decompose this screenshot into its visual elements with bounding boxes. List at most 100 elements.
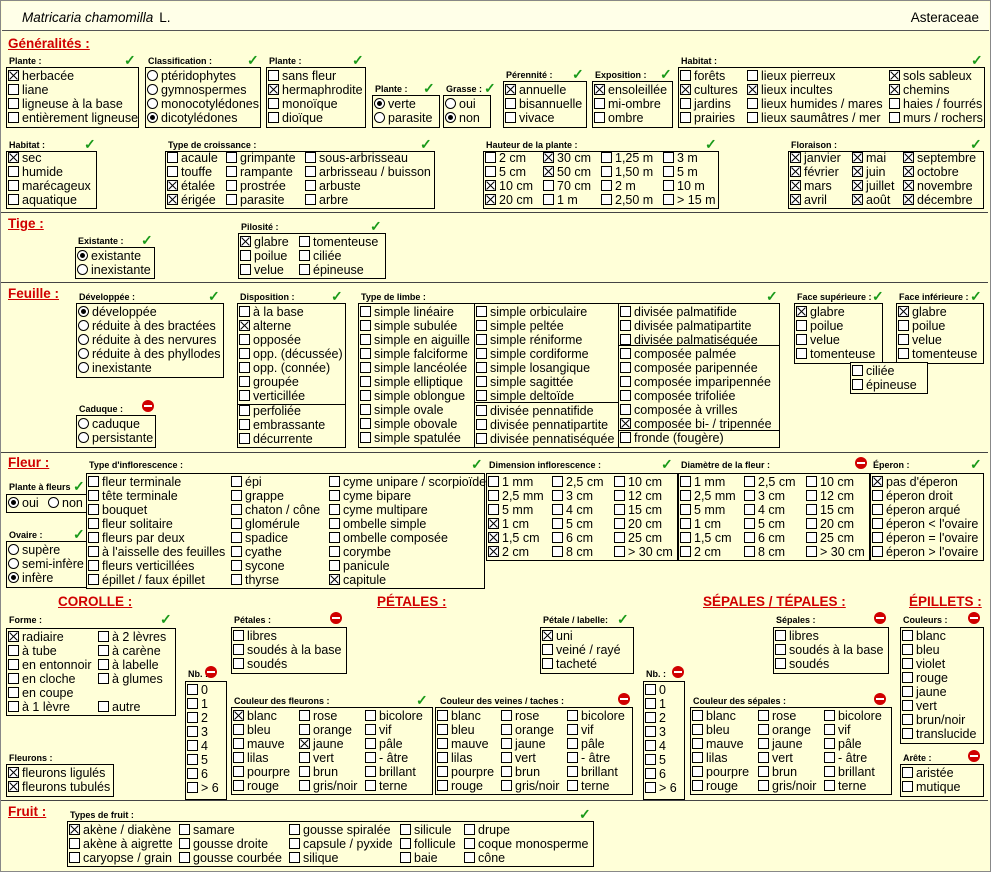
checkbox-cf_b-0[interactable]: rose — [299, 709, 337, 723]
radio-indicator[interactable] — [78, 348, 89, 359]
checkbox-inflo_c-5[interactable]: corymbe — [329, 545, 391, 559]
checkbox-indicator[interactable] — [400, 852, 411, 863]
checkbox-indicator[interactable] — [88, 546, 99, 557]
checkbox-indicator[interactable] — [620, 404, 631, 415]
checkbox-cf_c-2[interactable]: pâle — [365, 737, 403, 751]
checkbox-eperon-0[interactable]: pas d'éperon — [872, 475, 958, 489]
checkbox-indicator[interactable] — [231, 560, 242, 571]
radio-indicator[interactable] — [8, 558, 19, 569]
checkbox-croissance_b-2[interactable]: prostrée — [226, 179, 286, 193]
checkbox-plante2-2[interactable]: monoïque — [268, 97, 338, 111]
checkbox-cv_b-3[interactable]: vert — [501, 751, 536, 765]
checkbox-cf_a-4[interactable]: pourpre — [233, 765, 290, 779]
checkbox-diam_c-4[interactable]: 25 cm — [806, 531, 854, 545]
checkbox-indicator[interactable] — [329, 490, 340, 501]
checkbox-nb2-5[interactable]: 5 — [645, 753, 666, 767]
checkbox-floraison_b-3[interactable]: août — [852, 193, 890, 207]
checkbox-indicator[interactable] — [268, 112, 279, 123]
checkbox-indicator[interactable] — [476, 362, 487, 373]
checkbox-indicator[interactable] — [289, 838, 300, 849]
checkbox-indicator[interactable] — [872, 532, 883, 543]
checkbox-cs_b-2[interactable]: jaune — [758, 737, 803, 751]
checkbox-diam_b-0[interactable]: 2,5 cm — [744, 475, 796, 489]
checkbox-fleurons-1[interactable]: fleurons tubulés — [8, 780, 110, 794]
checkbox-limbe_c2-3[interactable]: composée trifoliée — [620, 389, 735, 403]
checkbox-indicator[interactable] — [8, 112, 19, 123]
checkbox-indicator[interactable] — [231, 532, 242, 543]
checkbox-indicator[interactable] — [485, 194, 496, 205]
checkbox-indicator[interactable] — [620, 334, 631, 345]
checkbox-nb2-2[interactable]: 2 — [645, 711, 666, 725]
checkbox-dim_c-3[interactable]: 20 cm — [614, 517, 662, 531]
checkbox-plante-2[interactable]: ligneuse à la base — [8, 97, 123, 111]
checkbox-floraison_b-2[interactable]: juillet — [852, 179, 895, 193]
checkbox-indicator[interactable] — [898, 334, 909, 345]
checkbox-cs_c-1[interactable]: vif — [824, 723, 851, 737]
checkbox-nb2-7[interactable]: > 6 — [645, 781, 677, 795]
radio-indicator[interactable] — [48, 497, 59, 508]
checkbox-cv_b-1[interactable]: orange — [501, 723, 554, 737]
checkbox-dim_c-1[interactable]: 12 cm — [614, 489, 662, 503]
checkbox-indicator[interactable] — [645, 698, 656, 709]
checkbox-indicator[interactable] — [824, 752, 835, 763]
checkbox-indicator[interactable] — [614, 504, 625, 515]
checkbox-face_sup-0[interactable]: glabre — [796, 305, 845, 319]
checkbox-floraison_c-2[interactable]: novembre — [903, 179, 973, 193]
checkbox-indicator[interactable] — [187, 754, 198, 765]
checkbox-petale_labelle-1[interactable]: veiné / rayé — [542, 643, 621, 657]
checkbox-sepales-0[interactable]: libres — [775, 629, 819, 643]
checkbox-croissance_b-1[interactable]: rampante — [226, 165, 293, 179]
checkbox-indicator[interactable] — [552, 546, 563, 557]
checkbox-cf_b-5[interactable]: gris/noir — [299, 779, 357, 793]
checkbox-indicator[interactable] — [620, 320, 631, 331]
checkbox-indicator[interactable] — [88, 574, 99, 585]
checkbox-indicator[interactable] — [872, 504, 883, 515]
checkbox-indicator[interactable] — [620, 376, 631, 387]
checkbox-indicator[interactable] — [299, 780, 310, 791]
checkbox-dim_b-4[interactable]: 6 cm — [552, 531, 593, 545]
checkbox-limbe_a-2[interactable]: simple en aiguille — [360, 333, 470, 347]
checkbox-indicator[interactable] — [305, 180, 316, 191]
checkbox-indicator[interactable] — [299, 264, 310, 275]
checkbox-indicator[interactable] — [360, 348, 371, 359]
checkbox-indicator[interactable] — [645, 782, 656, 793]
checkbox-indicator[interactable] — [758, 752, 769, 763]
checkbox-indicator[interactable] — [692, 780, 703, 791]
checkbox-habitat_a-0[interactable]: forêts — [680, 69, 725, 83]
checkbox-indicator[interactable] — [305, 166, 316, 177]
checkbox-indicator[interactable] — [744, 504, 755, 515]
checkbox-indicator[interactable] — [437, 738, 448, 749]
checkbox-indicator[interactable] — [167, 194, 178, 205]
checkbox-indicator[interactable] — [233, 630, 244, 641]
checkbox-habitat_b-0[interactable]: lieux pierreux — [747, 69, 835, 83]
checkbox-cs_b-0[interactable]: rose — [758, 709, 796, 723]
checkbox-couleurs-0[interactable]: blanc — [902, 629, 946, 643]
radio-developpee-4[interactable]: inexistante — [78, 361, 152, 375]
checkbox-indicator[interactable] — [806, 532, 817, 543]
checkbox-limbe_b2-1[interactable]: divisée pennatipartite — [476, 418, 608, 432]
checkbox-indicator[interactable] — [680, 504, 691, 515]
checkbox-cv_b-0[interactable]: rose — [501, 709, 539, 723]
checkbox-indicator[interactable] — [8, 166, 19, 177]
checkbox-croissance_b-3[interactable]: parasite — [226, 193, 284, 207]
checkbox-limbe_b-0[interactable]: simple orbiculaire — [476, 305, 587, 319]
checkbox-indicator[interactable] — [806, 490, 817, 501]
checkbox-indicator[interactable] — [645, 712, 656, 723]
checkbox-nb-6[interactable]: 6 — [187, 767, 208, 781]
checkbox-dim_a-5[interactable]: 2 cm — [488, 545, 529, 559]
checkbox-indicator[interactable] — [488, 476, 499, 487]
checkbox-petales-0[interactable]: libres — [233, 629, 277, 643]
checkbox-indicator[interactable] — [747, 70, 758, 81]
checkbox-diam_a-1[interactable]: 2,5 mm — [680, 489, 736, 503]
checkbox-indicator[interactable] — [543, 180, 554, 191]
radio-indicator[interactable] — [78, 362, 89, 373]
checkbox-inflo_c-0[interactable]: cyme unipare / scorpioïde — [329, 475, 486, 489]
checkbox-habitat_c-0[interactable]: sols sableux — [889, 69, 972, 83]
checkbox-indicator[interactable] — [620, 362, 631, 373]
checkbox-indicator[interactable] — [239, 390, 250, 401]
checkbox-indicator[interactable] — [360, 306, 371, 317]
checkbox-indicator[interactable] — [806, 476, 817, 487]
checkbox-eperon-2[interactable]: éperon arqué — [872, 503, 960, 517]
checkbox-indicator[interactable] — [645, 754, 656, 765]
checkbox-indicator[interactable] — [8, 659, 19, 670]
